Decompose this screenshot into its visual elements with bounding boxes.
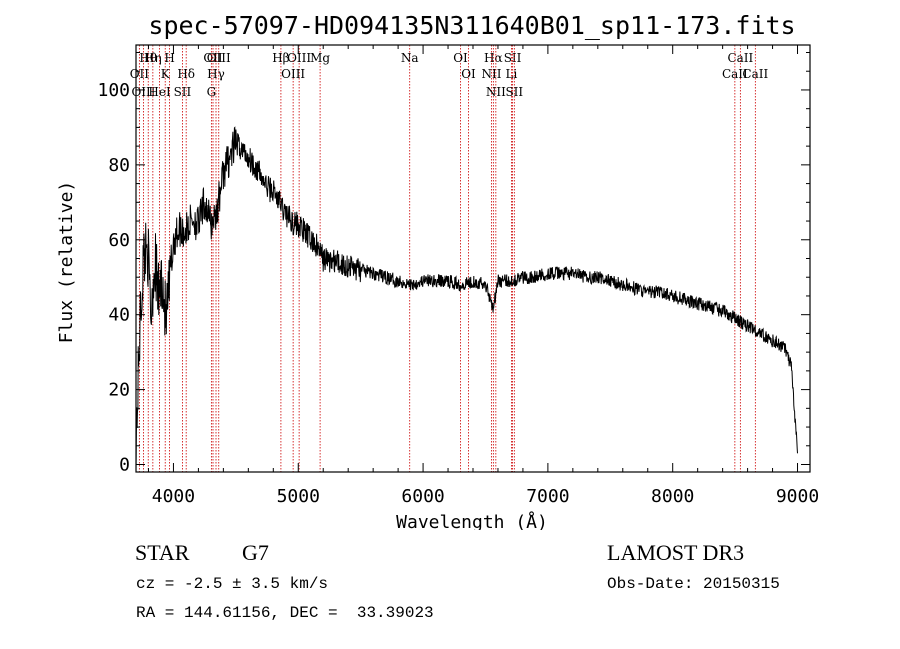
y-tick-label: 100 (97, 80, 130, 101)
y-axis-label: Flux (relative) (56, 181, 77, 344)
spectral-line-label: Hη (144, 51, 162, 65)
spectral-line-label: Hδ (177, 67, 195, 81)
spectral-line-label: OII (203, 51, 223, 65)
object-subclass: G7 (242, 540, 269, 565)
spectrum-chart: spec-57097-HD094135N311640B01_sp11-173.f… (56, 11, 819, 530)
plot-frame (135, 44, 811, 473)
spectral-line-label: CaII (727, 51, 753, 65)
object-class: STAR (135, 540, 190, 565)
spectral-line-label: HeI (148, 85, 171, 99)
x-tick-label: 9000 (776, 486, 819, 507)
spectral-line-label: Hβ (272, 51, 289, 65)
spectral-line-label: NII (481, 67, 501, 81)
chart-title: spec-57097-HD094135N311640B01_sp11-173.f… (148, 11, 795, 40)
spectral-line-label: CaII (722, 67, 748, 81)
spectral-line-label: SII (504, 51, 522, 65)
spectral-line-label: OIII (131, 85, 155, 99)
obs-date: Obs-Date: 20150315 (607, 575, 780, 593)
spectral-line-label: G (207, 85, 217, 99)
y-tick-label: 20 (108, 380, 130, 401)
spectral-line-label: OI (453, 51, 468, 65)
spectral-line-label: OIII (207, 51, 231, 65)
x-tick-label: 8000 (651, 486, 694, 507)
spectral-line-label: Li (506, 67, 518, 81)
spectral-line-label: SII (174, 85, 192, 99)
x-tick-label: 5000 (277, 486, 320, 507)
y-tick-label: 0 (119, 455, 130, 476)
coordinates-readout: RA = 144.61156, DEC = 33.39023 (136, 604, 434, 622)
spectral-line-label: Na (401, 51, 419, 65)
spectral-line-label: OII (130, 67, 150, 81)
axes: 4000 5000 6000 7000 8000 9000 0 20 40 60 80 100 (97, 45, 819, 507)
x-tick-label: 6000 (401, 486, 444, 507)
spectral-line-label: NII (486, 85, 506, 99)
x-axis-label: Wavelength (Å) (396, 511, 548, 530)
x-tick-label: 7000 (526, 486, 569, 507)
spectral-line-label: H (164, 51, 174, 65)
redshift-readout: cz = -2.5 ± 3.5 km/s (136, 575, 329, 593)
spectral-line-label: K (161, 67, 171, 81)
y-tick-label: 60 (108, 230, 130, 251)
spectral-line-label: Hα (484, 51, 503, 65)
spectral-line-label: SII (505, 85, 523, 99)
spectrum-line (135, 126, 798, 473)
survey-name: LAMOST DR3 (607, 540, 745, 565)
spectral-line-label: OI (461, 67, 476, 81)
spectral-line-label: Mg (310, 51, 330, 65)
series-group (135, 126, 798, 473)
spectral-line-label: CaII (742, 67, 768, 81)
y-tick-label: 80 (108, 155, 130, 176)
spectral-line-label: Hγ (207, 67, 225, 81)
y-tick-label: 40 (108, 305, 130, 326)
x-tick-label: 4000 (152, 486, 195, 507)
spectral-line-label: OIII (287, 51, 311, 65)
spectral-line-label: OIII (281, 67, 305, 81)
